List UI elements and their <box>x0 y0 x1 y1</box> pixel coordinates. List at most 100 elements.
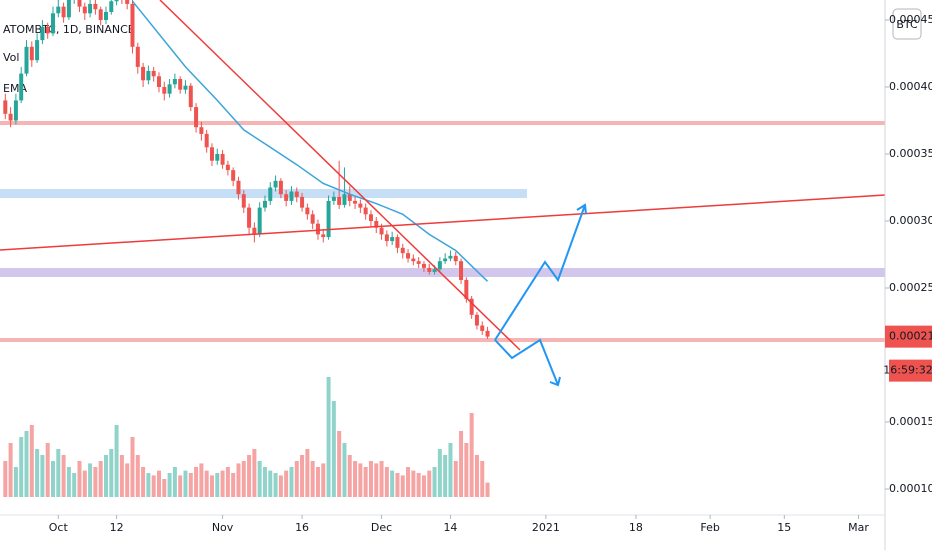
candle-body <box>194 107 199 128</box>
candle-body <box>480 325 485 331</box>
volume-bar <box>337 431 342 497</box>
y-tick-label: 0.0004000 <box>889 80 932 93</box>
candle-body <box>358 203 363 208</box>
candle-body <box>310 214 315 224</box>
x-tick-label: Mar <box>848 521 869 534</box>
support-zone <box>0 189 527 198</box>
volume-bar <box>268 470 273 497</box>
candle-body <box>315 223 320 235</box>
volume-bar <box>358 463 363 497</box>
candle-body <box>294 191 299 197</box>
support-zone <box>0 268 885 277</box>
candle-body <box>236 180 241 195</box>
volume-bar <box>485 482 490 497</box>
volume-bar <box>199 463 204 497</box>
volume-bar <box>273 473 278 497</box>
volume-bar <box>61 455 66 497</box>
candle-body <box>300 196 305 208</box>
volume-bar <box>406 467 411 497</box>
candle-body <box>225 164 230 171</box>
volume-bar <box>353 461 358 497</box>
candle-body <box>183 85 188 90</box>
volume-bar <box>247 455 252 497</box>
candle-body <box>485 330 490 337</box>
candle-body <box>103 11 108 21</box>
candle-body <box>427 267 432 272</box>
volume-bar <box>172 467 177 497</box>
x-tick-label: Feb <box>700 521 719 534</box>
volume-bar <box>45 443 50 497</box>
y-tick-label: 0.0004500 <box>889 13 932 26</box>
candle-body <box>167 84 172 94</box>
candle-body <box>188 85 193 108</box>
currency-button[interactable] <box>892 8 922 40</box>
candle-body <box>35 40 40 61</box>
candle-body <box>443 258 448 262</box>
candle-body <box>178 78 183 90</box>
volume-bar <box>315 467 320 497</box>
volume-bar <box>363 467 368 497</box>
volume-bar <box>236 463 241 497</box>
candle-body <box>459 261 464 280</box>
candle-body <box>347 194 352 201</box>
volume-bar <box>24 431 29 497</box>
volume-bar <box>204 470 209 497</box>
candle-body <box>278 180 283 195</box>
volume-bar <box>262 467 267 497</box>
x-tick-label: Oct <box>49 521 69 534</box>
volume-bar <box>183 470 188 497</box>
x-tick-label: Dec <box>371 521 392 534</box>
currency-button-label[interactable]: BTC <box>896 18 918 31</box>
candle-body <box>453 255 458 262</box>
candle-body <box>273 180 278 188</box>
candle-body <box>29 46 34 61</box>
candle-body <box>406 253 411 259</box>
candle-body <box>416 261 421 264</box>
y-tick-label: 0.0003500 <box>889 147 932 160</box>
candle-body <box>400 247 405 254</box>
volume-bar <box>300 455 305 497</box>
volume-bar <box>305 449 310 497</box>
candle-body <box>289 191 294 201</box>
volume-bar <box>151 475 156 497</box>
candle-body <box>363 207 368 215</box>
volume-bar <box>98 461 103 497</box>
volume-bar <box>427 470 432 497</box>
x-tick-label: 12 <box>110 521 124 534</box>
candle-body <box>8 113 13 121</box>
volume-bar <box>29 425 34 497</box>
chart-title: ATOMBTC, 1D, BINANCE <box>3 23 135 36</box>
volume-bar <box>448 443 453 497</box>
moving-average <box>131 0 489 282</box>
volume-bar <box>225 467 230 497</box>
volume-bar <box>474 455 479 497</box>
candle-body <box>88 3 93 14</box>
volume-bar <box>114 425 119 497</box>
candle-body <box>421 263 426 268</box>
volume-bar <box>252 449 257 497</box>
candle-body <box>199 127 204 134</box>
volume-bar <box>77 461 82 497</box>
indicator-label: EMA <box>3 82 27 95</box>
candle-body <box>353 200 358 204</box>
volume-bar <box>416 473 421 497</box>
volume-bar <box>432 467 437 497</box>
y-tick-label: 0.0003000 <box>889 214 932 227</box>
candle-body <box>474 314 479 326</box>
candle-body <box>19 73 24 101</box>
candle-body <box>284 194 289 201</box>
candle-body <box>61 6 66 18</box>
indicator-label: Vol <box>3 51 19 64</box>
candle-body <box>337 196 342 205</box>
volume-bar <box>82 470 87 497</box>
candle-body <box>151 70 156 77</box>
volume-bar <box>109 449 114 497</box>
candle-body <box>437 261 442 270</box>
volume-bar <box>453 461 458 497</box>
volume-bar <box>19 437 24 497</box>
candle-body <box>390 237 395 242</box>
volume-bar <box>464 443 469 497</box>
candle-body <box>114 0 119 2</box>
volume-bar <box>411 470 416 497</box>
